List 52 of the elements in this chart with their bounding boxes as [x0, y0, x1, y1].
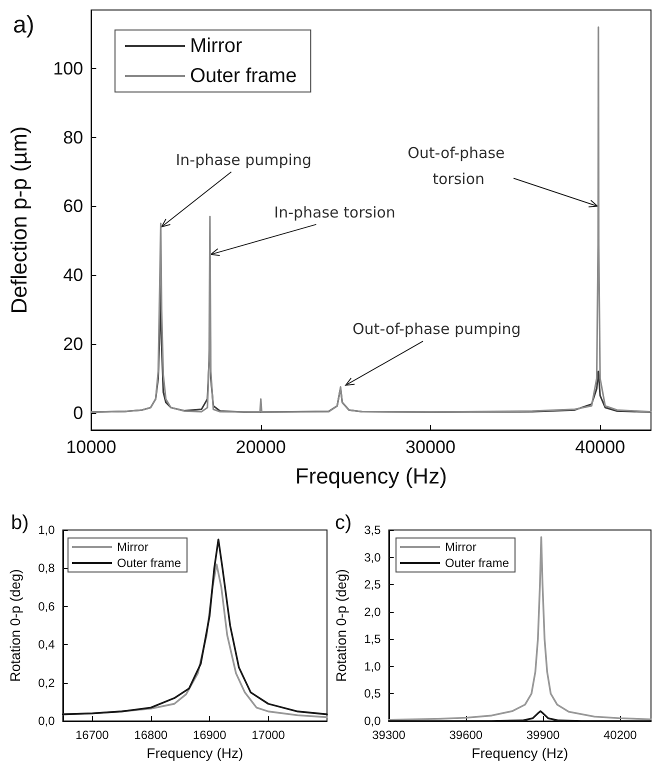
y-tick-label: 80 — [63, 127, 84, 148]
y-axis-title: Rotation 0-p (deg) — [7, 569, 23, 682]
annotation: Out-of-phase torsion — [408, 144, 510, 188]
y-tick-label: 1,0 — [38, 523, 56, 537]
y-tick-label: 0,0 — [38, 714, 56, 728]
x-axis-title: Frequency (Hz) — [295, 464, 447, 489]
x-tick-label: 39300 — [372, 728, 406, 742]
annotation: In-phase pumping — [176, 150, 312, 169]
y-tick-label: 40 — [63, 265, 84, 286]
x-tick-label: 20000 — [236, 437, 286, 457]
x-tick-label: 40000 — [575, 437, 626, 457]
chart-title: b) — [11, 512, 29, 534]
y-tick-label: 60 — [63, 196, 84, 216]
annotation: Out-of-phase pumping — [352, 320, 521, 338]
y-tick-label: 0,8 — [38, 561, 56, 576]
x-tick-label: 16800 — [134, 728, 168, 742]
annotation: In-phase torsion — [274, 203, 396, 222]
x-tick-label: 30000 — [405, 437, 456, 457]
y-tick-label: 0,4 — [38, 638, 56, 652]
line-series — [90, 26, 652, 413]
y-tick-label: 20 — [63, 334, 84, 354]
y-tick-label: 3,0 — [364, 550, 382, 564]
y-tick-label: 0,2 — [38, 676, 56, 690]
y-tick-label: 2,0 — [364, 604, 382, 619]
legend-label: Outer frame — [445, 556, 510, 570]
legend-label: Mirror — [117, 540, 148, 554]
y-tick-label: 2,5 — [364, 578, 382, 592]
chart-title: c) — [335, 512, 352, 534]
x-tick-label: 17000 — [252, 728, 286, 742]
chart-title: a) — [13, 12, 34, 38]
y-tick-label: 1,0 — [364, 659, 382, 674]
y-tick-label: 100 — [53, 58, 84, 79]
x-tick-label: 16900 — [192, 728, 227, 742]
x-tick-label: 39600 — [449, 728, 483, 742]
x-axis-title: Frequency (Hz) — [472, 744, 568, 761]
y-axis-title: Rotation 0-p (deg) — [333, 569, 349, 682]
y-tick-label: 1,5 — [364, 632, 382, 646]
y-tick-label: 0,5 — [364, 686, 382, 701]
y-axis-title: Deflection p-p (µm) — [6, 126, 32, 314]
legend-label: Mirror — [190, 35, 243, 57]
x-tick-label: 40200 — [603, 728, 638, 742]
x-tick-label: 39900 — [526, 728, 560, 742]
x-tick-label: 10000 — [66, 437, 116, 457]
y-tick-label: 0 — [73, 402, 84, 423]
legend-label: Outer frame — [117, 556, 182, 570]
x-tick-label: 16700 — [75, 728, 110, 742]
legend-label: Mirror — [445, 540, 476, 554]
y-tick-label: 0,6 — [38, 599, 56, 614]
y-tick-label: 0,0 — [364, 714, 382, 728]
y-tick-label: 3,5 — [364, 523, 382, 537]
legend-label: Outer frame — [190, 65, 297, 87]
x-axis-title: Frequency (Hz) — [146, 744, 244, 761]
